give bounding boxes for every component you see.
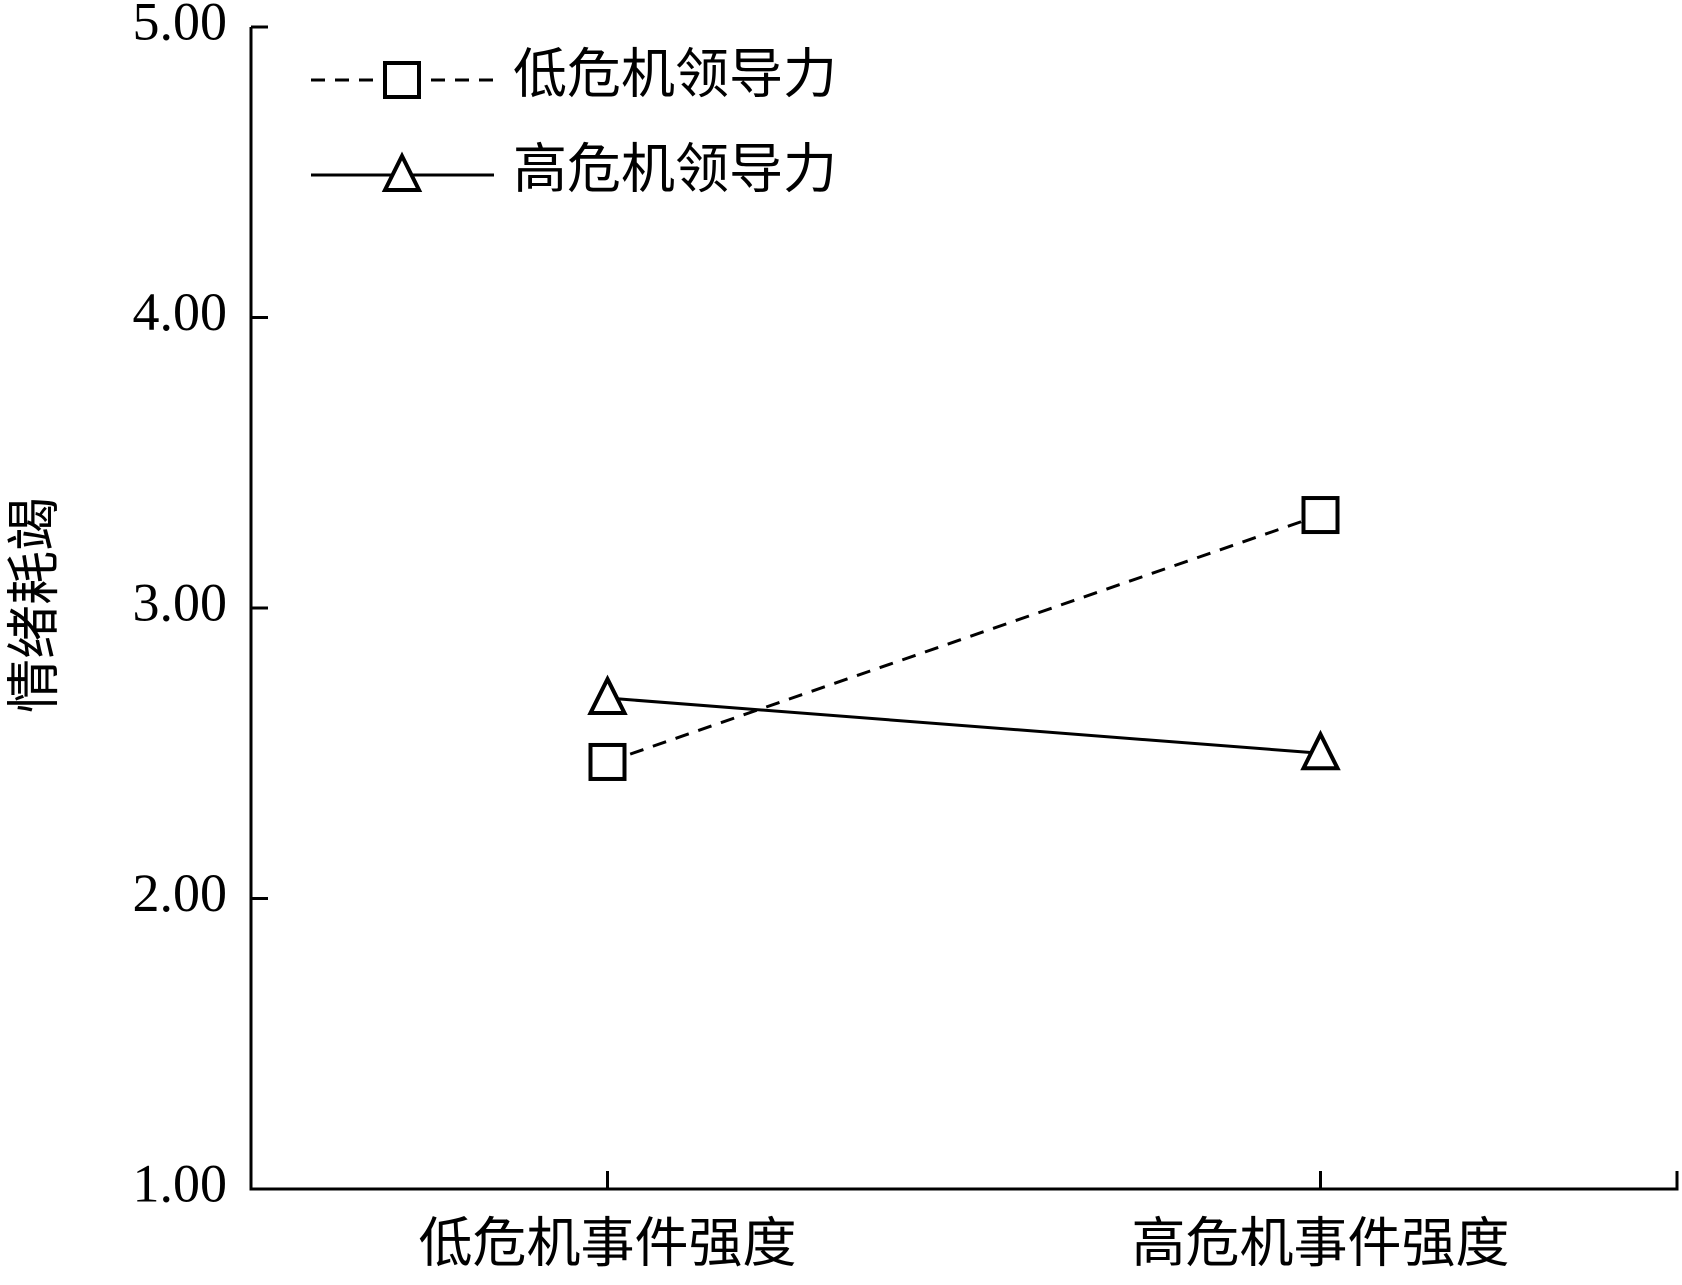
marker [1300, 729, 1341, 771]
axis-line [249, 27, 1679, 1191]
series-line [607, 513, 1321, 764]
y-tick-label: 2.00 [133, 863, 228, 923]
y-axis-title: 情绪耗竭 [4, 497, 64, 713]
x-tick-label: 高危机事件强度 [1132, 1213, 1510, 1273]
x-tick-label: 低危机事件强度 [419, 1213, 797, 1273]
marker [588, 742, 627, 781]
y-tick-label: 1.00 [133, 1153, 228, 1213]
series-line [607, 696, 1321, 755]
legend-marker [381, 151, 423, 192]
marker [1301, 496, 1340, 535]
legend-marker [383, 61, 421, 99]
y-tick-label: 5.00 [133, 0, 228, 51]
legend-label: 低危机领导力 [513, 44, 837, 104]
y-tick-label: 3.00 [133, 572, 228, 632]
legend-label: 高危机领导力 [513, 139, 837, 199]
y-tick-label: 4.00 [133, 282, 228, 342]
marker [587, 674, 628, 716]
